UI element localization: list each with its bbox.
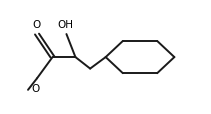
Text: O: O — [32, 20, 40, 30]
Text: OH: OH — [58, 20, 74, 30]
Text: O: O — [31, 83, 39, 93]
